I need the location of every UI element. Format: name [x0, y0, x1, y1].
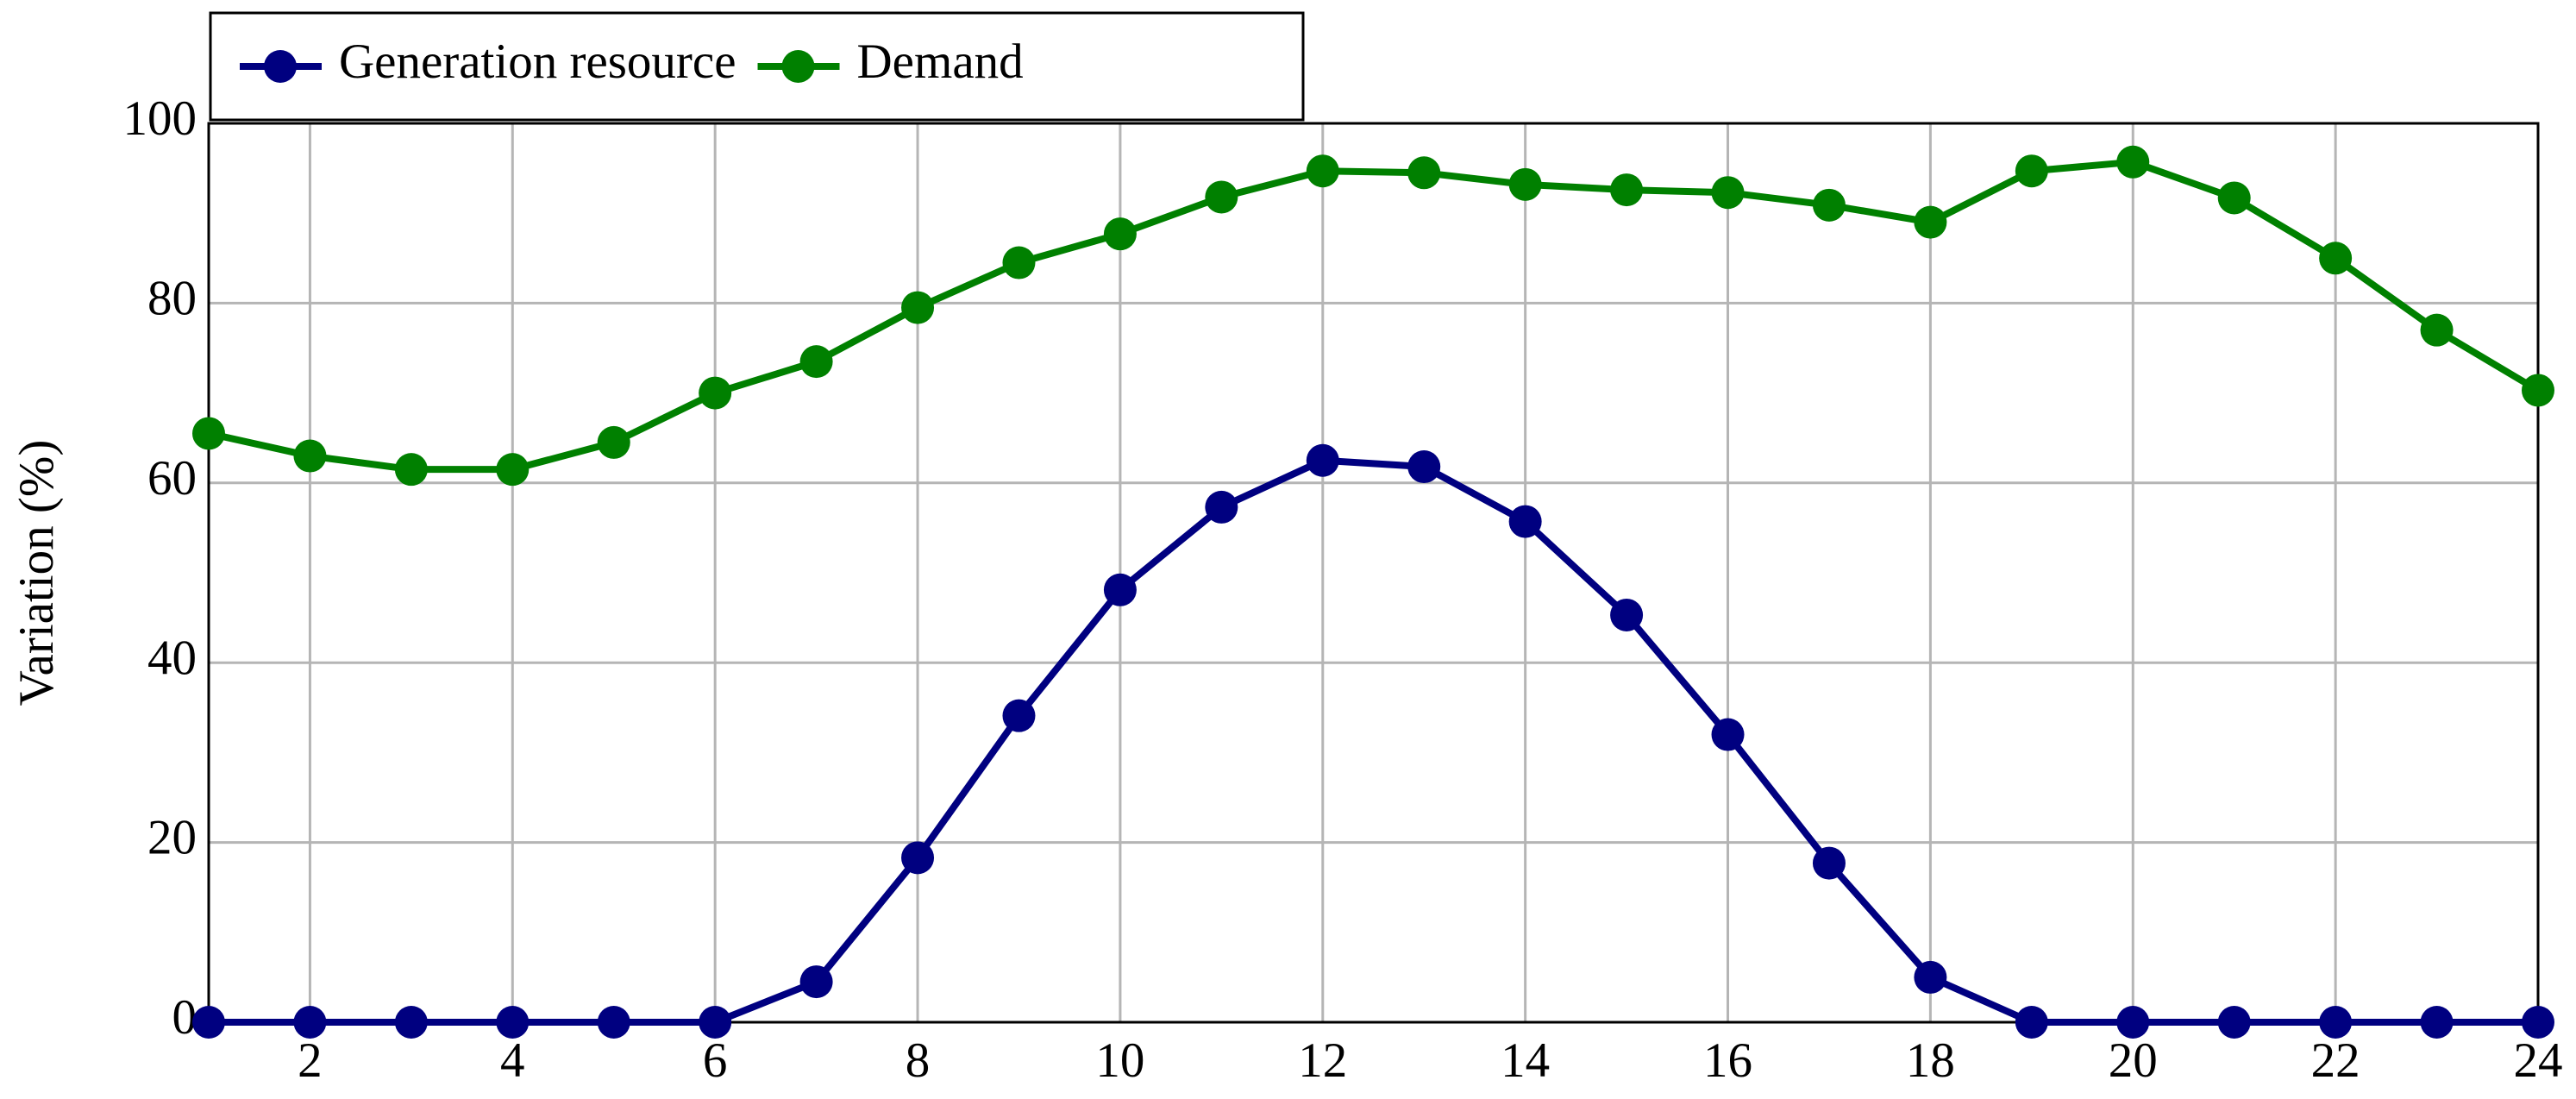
y-tick-label: 60 [147, 451, 197, 506]
point [901, 291, 935, 324]
point [1914, 960, 1947, 994]
point [1103, 217, 1137, 251]
x-tick-label: 20 [2109, 1033, 2158, 1088]
point [1306, 443, 1339, 477]
point [699, 1006, 732, 1039]
point [1914, 205, 1947, 239]
point [2116, 145, 2150, 179]
point [799, 345, 833, 379]
x-tick-label: 4 [500, 1033, 525, 1088]
plot-frame [207, 122, 2540, 1024]
x-tick-label: 2 [298, 1033, 323, 1088]
point [2319, 242, 2353, 275]
legend-box [209, 11, 1305, 122]
legend-marker [781, 50, 815, 83]
point [2217, 181, 2251, 215]
point [394, 453, 428, 487]
point [597, 1006, 630, 1039]
point [2116, 1006, 2150, 1039]
x-tick-label: 18 [1906, 1033, 1955, 1088]
point [1508, 505, 1542, 538]
y-axis-label: Variation (%) [9, 440, 64, 706]
point [1610, 173, 1644, 207]
x-tick-label: 6 [703, 1033, 728, 1088]
point [1407, 156, 1441, 190]
series-line [208, 158, 2541, 474]
x-tick-label: 10 [1095, 1033, 1144, 1088]
point [1205, 490, 1238, 524]
y-tick-label: 0 [172, 990, 197, 1045]
point [2420, 313, 2454, 347]
point [2217, 1006, 2251, 1039]
x-tick-label: 14 [1501, 1033, 1550, 1088]
point [799, 965, 833, 999]
point [1306, 154, 1339, 188]
y-tick-label: 20 [147, 811, 197, 865]
point [1812, 846, 1846, 880]
point [1711, 718, 1745, 751]
point [293, 1006, 327, 1039]
point [2420, 1006, 2454, 1039]
point [2522, 1006, 2554, 1039]
point [2015, 1006, 2048, 1039]
point [192, 1006, 225, 1039]
point [1711, 176, 1745, 210]
point [394, 1006, 428, 1039]
y-tick-label: 100 [123, 91, 197, 146]
x-tick-label: 8 [906, 1033, 931, 1088]
point [1205, 180, 1238, 214]
x-tick-label: 24 [2514, 1033, 2563, 1088]
point [1002, 246, 1036, 279]
point [597, 425, 630, 459]
legend-label: Generation resource [339, 35, 736, 89]
point [192, 417, 225, 450]
point [1812, 188, 1846, 222]
point [2015, 154, 2048, 188]
point [1610, 598, 1644, 631]
point [1103, 573, 1137, 606]
point [1508, 167, 1542, 201]
legend-marker [264, 50, 297, 83]
point [1407, 450, 1441, 484]
point [2522, 374, 2554, 407]
x-tick-label: 22 [2311, 1033, 2360, 1088]
point [1002, 699, 1036, 732]
y-tick-label: 80 [147, 271, 197, 325]
series-line [209, 456, 2538, 1026]
point [699, 376, 732, 410]
legend-label: Demand [857, 35, 1024, 89]
x-tick-label: 16 [1703, 1033, 1752, 1088]
point [2319, 1006, 2353, 1039]
x-tick-label: 12 [1298, 1033, 1347, 1088]
point [293, 439, 327, 473]
point [496, 1006, 530, 1039]
y-tick-label: 40 [147, 631, 197, 685]
point [901, 841, 935, 875]
point [496, 453, 530, 487]
